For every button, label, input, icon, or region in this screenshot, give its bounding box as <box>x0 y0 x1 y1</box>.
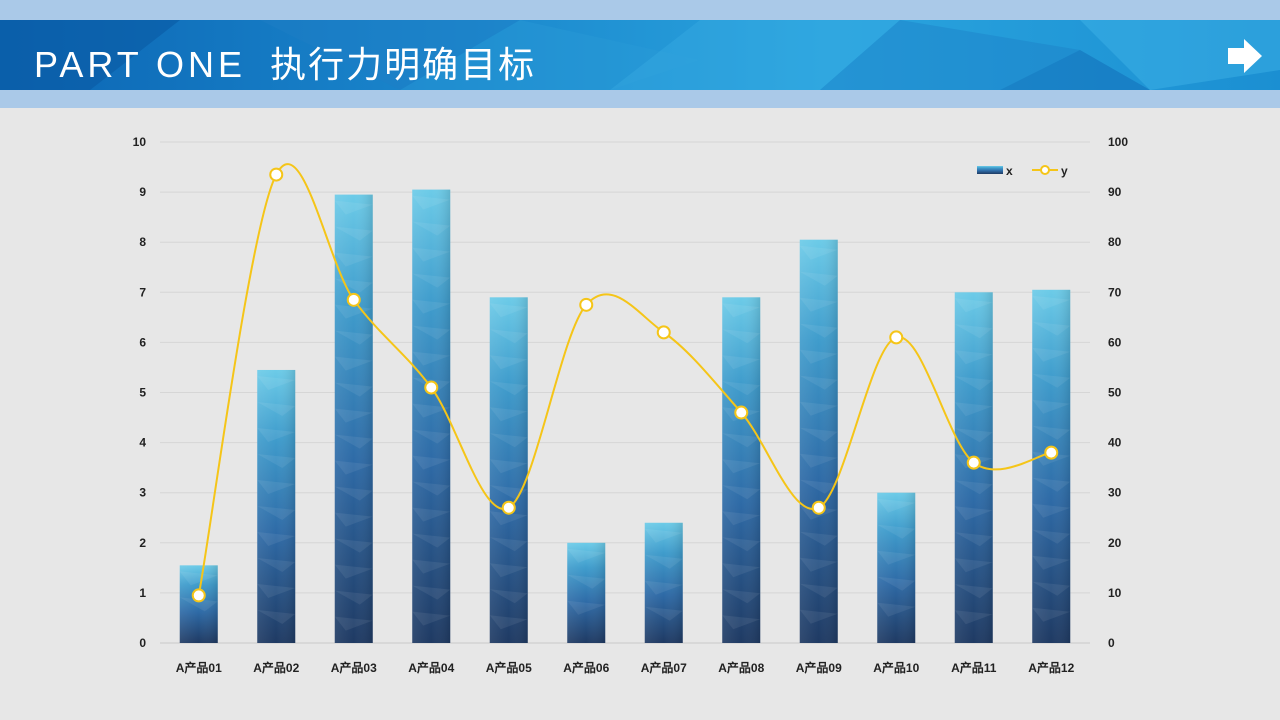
series-line <box>197 163 1052 596</box>
x-tick-label: A产品03 <box>331 660 377 675</box>
bar <box>412 189 451 643</box>
left-tick-label: 0 <box>139 636 146 650</box>
x-tick-label: A产品04 <box>408 660 454 675</box>
legend-label-x: x <box>1006 164 1013 178</box>
bar <box>334 194 373 643</box>
left-tick-label: 6 <box>139 335 146 349</box>
x-tick-label: A产品07 <box>641 660 687 675</box>
right-axis-ticks: 0 10 20 30 40 50 60 70 80 90 100 <box>1108 135 1128 650</box>
right-tick-label: 40 <box>1108 436 1122 450</box>
right-tick-label: 30 <box>1108 486 1122 500</box>
bar <box>257 369 296 643</box>
line-series-y <box>191 163 1059 603</box>
bar <box>799 239 838 643</box>
x-tick-label: A产品08 <box>718 660 764 675</box>
left-tick-label: 7 <box>139 285 146 299</box>
left-tick-label: 2 <box>139 536 146 550</box>
bar <box>877 492 916 643</box>
bar-series-x <box>179 189 1071 643</box>
legend-item-x: x <box>977 164 1013 178</box>
left-tick-label: 10 <box>133 135 147 149</box>
bar <box>489 297 528 643</box>
right-tick-label: 60 <box>1108 335 1122 349</box>
legend-label-y: y <box>1061 164 1068 178</box>
x-tick-label: A产品09 <box>796 660 842 675</box>
right-tick-label: 80 <box>1108 235 1122 249</box>
page-title: PART ONE 执行力明确目标 <box>34 36 536 88</box>
left-tick-label: 5 <box>139 386 146 400</box>
line-point <box>346 292 361 307</box>
title-english: PART ONE <box>34 44 247 85</box>
gridlines <box>160 141 1090 644</box>
bar <box>1032 289 1071 643</box>
bar <box>567 542 606 643</box>
bar <box>179 565 218 643</box>
line-point <box>501 500 516 515</box>
header-polygon-pattern <box>0 20 1280 90</box>
right-tick-label: 50 <box>1108 386 1122 400</box>
line-point <box>656 325 671 340</box>
right-tick-label: 90 <box>1108 185 1122 199</box>
x-tick-label: A产品02 <box>253 660 299 675</box>
right-tick-label: 100 <box>1108 135 1128 149</box>
bar <box>722 297 761 643</box>
right-tick-label: 0 <box>1108 636 1115 650</box>
left-axis-ticks: 0 1 2 3 4 5 6 7 8 9 10 <box>133 135 147 650</box>
header-top-strip <box>0 0 1280 20</box>
left-tick-label: 8 <box>139 235 146 249</box>
x-tick-label: A产品10 <box>873 660 919 675</box>
left-tick-label: 4 <box>139 436 146 450</box>
line-point <box>889 330 904 345</box>
x-tick-label: A产品11 <box>951 660 997 675</box>
legend-item-y: y <box>1032 164 1068 178</box>
line-point <box>966 455 981 470</box>
right-tick-label: 70 <box>1108 285 1122 299</box>
x-tick-label: A产品01 <box>176 660 222 675</box>
header-banner <box>0 20 1280 90</box>
line-point <box>579 297 594 312</box>
right-tick-label: 10 <box>1108 586 1122 600</box>
left-tick-label: 3 <box>139 486 146 500</box>
left-tick-label: 1 <box>139 586 146 600</box>
x-tick-label: A产品06 <box>563 660 609 675</box>
line-point <box>811 500 826 515</box>
line-point <box>269 167 284 182</box>
line-point <box>424 380 439 395</box>
line-point <box>1044 445 1059 460</box>
right-tick-label: 20 <box>1108 536 1122 550</box>
x-tick-label: A产品05 <box>486 660 532 675</box>
line-point <box>734 405 749 420</box>
x-axis-labels: A产品01 A产品02 A产品03 A产品04 A产品05 A产品06 A产品07 A产品08… <box>176 660 1075 675</box>
left-tick-label: 9 <box>139 185 146 199</box>
header-bottom-strip <box>0 90 1280 108</box>
bar <box>644 522 683 643</box>
x-tick-label: A产品12 <box>1028 660 1074 675</box>
arrow-right-icon[interactable] <box>1226 38 1264 74</box>
line-point <box>191 588 206 603</box>
title-chinese: 执行力明确目标 <box>270 44 537 85</box>
combo-chart: 0 1 2 3 4 5 6 7 8 9 10 0 10 20 30 40 50 60 70 80 90 100 A产品0… <box>133 135 1129 675</box>
